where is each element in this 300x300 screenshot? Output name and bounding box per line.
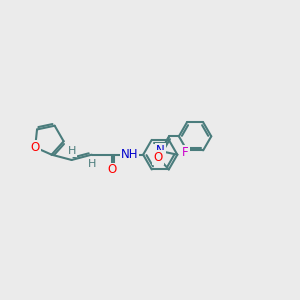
Text: H: H (88, 158, 96, 169)
Text: NH: NH (121, 148, 138, 161)
Text: O: O (31, 141, 40, 154)
Text: F: F (182, 146, 189, 159)
Text: N: N (156, 144, 165, 157)
Text: H: H (68, 146, 76, 156)
Text: O: O (107, 164, 116, 176)
Text: O: O (153, 151, 163, 164)
